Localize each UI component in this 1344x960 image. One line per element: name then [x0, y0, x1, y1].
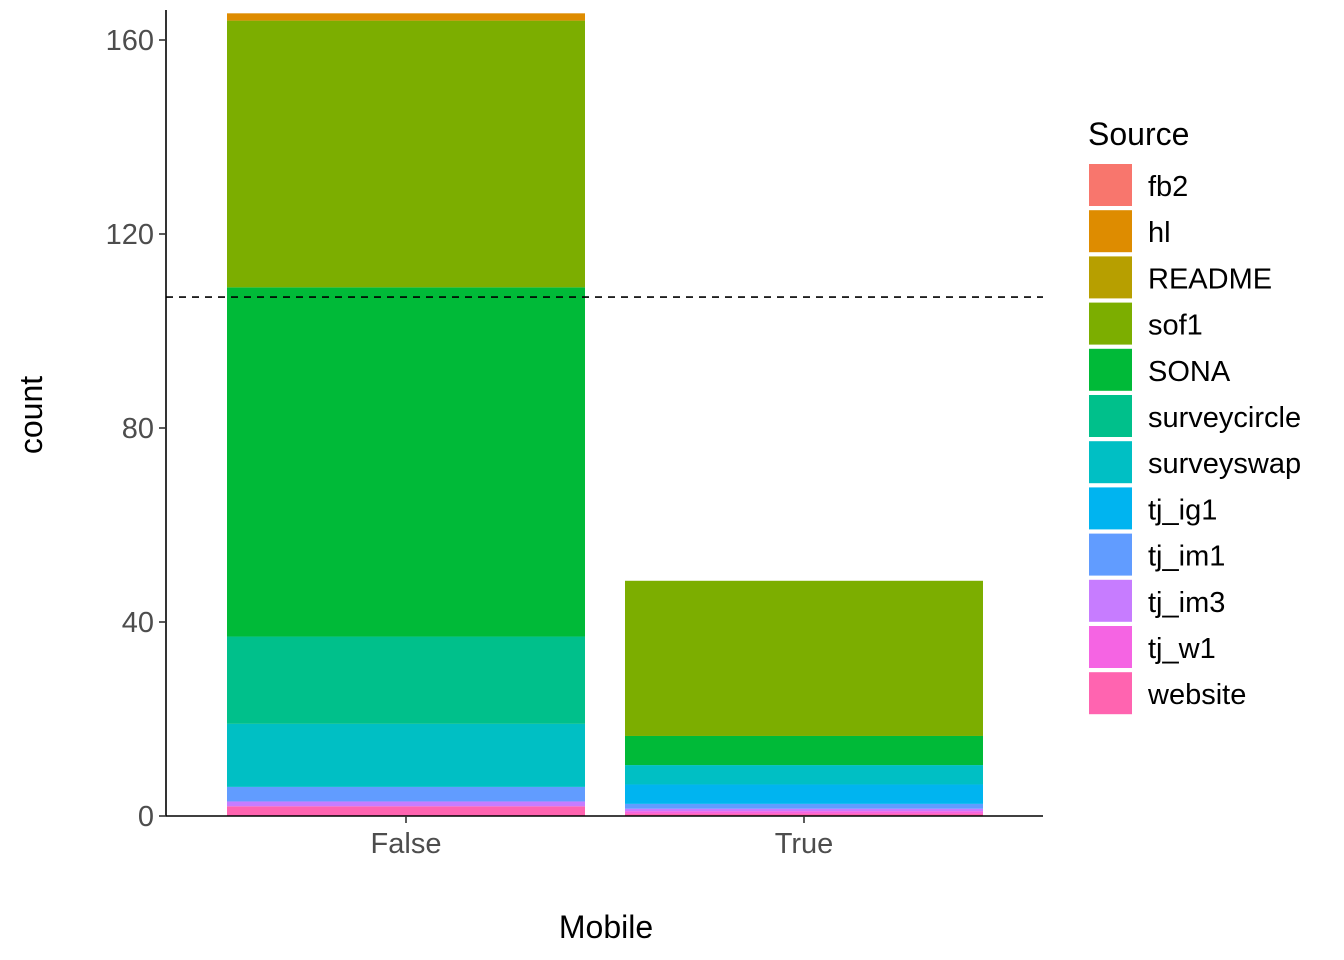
y-tick-label: 80 — [122, 413, 154, 445]
legend-key-readme — [1089, 256, 1132, 299]
legend-label: surveyswap — [1148, 448, 1301, 480]
bar-segment-false-tj-im1 — [227, 786, 585, 802]
legend-title: Source — [1088, 116, 1189, 152]
bar-segment-true-sof1 — [625, 580, 983, 736]
legend-key-surveycircle — [1089, 395, 1132, 437]
legend-key-tj-w1 — [1089, 626, 1132, 668]
y-tick-label: 160 — [106, 25, 154, 57]
x-axis-ticks: False True — [371, 816, 834, 860]
bars-layer — [227, 13, 983, 816]
y-tick-label: 120 — [106, 219, 154, 251]
legend-key-fb2 — [1089, 164, 1132, 206]
legend-label: README — [1148, 263, 1272, 295]
x-tick-label: False — [371, 828, 442, 860]
legend-key-hl — [1089, 210, 1132, 253]
legend-key-tj-ig1 — [1089, 487, 1132, 530]
bar-segment-true-sona — [625, 735, 983, 766]
legend-items: fb2 hl README sof1 SONA surveycircle surveyswa… — [1089, 164, 1301, 715]
bar-segment-false-surveycircle — [227, 636, 585, 724]
bar-segment-true-surveyswap — [625, 765, 983, 785]
bar-segment-true-tj-w1 — [625, 811, 983, 814]
legend: Source fb2 hl README sof1 SONA surveycircle su… — [1088, 116, 1301, 715]
bar-segment-true-website — [625, 813, 983, 816]
bar-segment-true-tj-ig1 — [625, 784, 983, 804]
legend-label: tj_im3 — [1148, 587, 1225, 619]
legend-label: website — [1147, 679, 1246, 711]
y-tick-label: 0 — [138, 801, 154, 833]
bar-segment-true-tj-im3 — [625, 808, 983, 812]
legend-key-tj-im3 — [1089, 579, 1132, 622]
legend-label: SONA — [1148, 356, 1231, 388]
x-tick-label: True — [775, 828, 834, 860]
legend-label: tj_w1 — [1148, 633, 1216, 665]
bar-segment-false-sof1 — [227, 20, 585, 288]
legend-label: hl — [1148, 217, 1171, 249]
y-axis-title: count — [13, 376, 49, 454]
bar-segment-false-surveyswap — [227, 723, 585, 787]
legend-label: fb2 — [1148, 171, 1188, 203]
y-tick-label: 40 — [122, 607, 154, 639]
bar-segment-false-website — [227, 806, 585, 816]
legend-key-tj-im1 — [1089, 533, 1132, 576]
bar-segment-false-sona — [227, 287, 585, 637]
legend-key-sof1 — [1089, 302, 1132, 345]
legend-key-website — [1089, 672, 1132, 715]
legend-label: sof1 — [1148, 310, 1203, 342]
bar-segment-false-hl — [227, 13, 585, 21]
legend-label: tj_im1 — [1148, 541, 1225, 573]
legend-label: tj_ig1 — [1148, 494, 1217, 526]
bar-segment-false-tj-im3 — [227, 801, 585, 807]
legend-label: surveycircle — [1148, 402, 1301, 434]
y-axis-ticks: 0 40 80 120 160 — [106, 25, 166, 833]
legend-key-sona — [1089, 348, 1132, 391]
legend-key-surveyswap — [1089, 441, 1132, 484]
bar-segment-true-tj-im1 — [625, 803, 983, 809]
x-axis-title: Mobile — [559, 909, 653, 945]
